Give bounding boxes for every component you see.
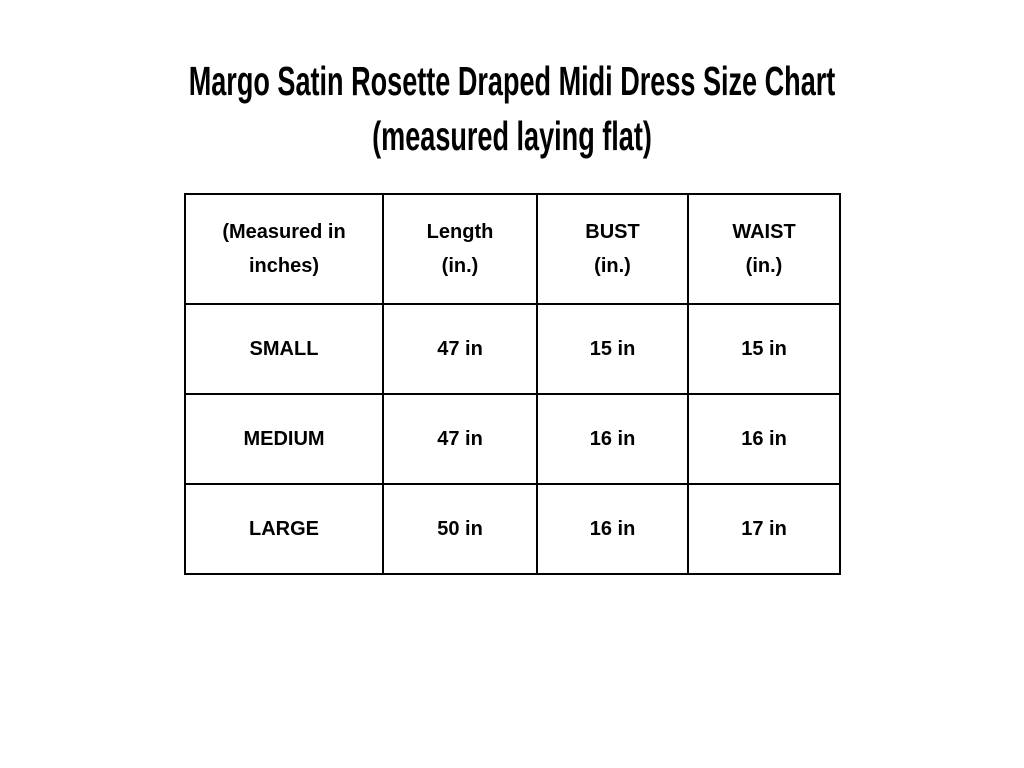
header-bust-line1: BUST [585,221,640,243]
size-cell-large: LARGE [184,483,384,575]
header-waist-line2: (in.) [745,255,783,277]
page-title-line2: (measured laying flat) [372,113,652,159]
table-row-medium: MEDIUM 47 in 16 in 16 in [184,393,841,485]
header-waist: WAIST (in.) [687,193,841,305]
length-cell-large: 50 in [382,483,538,575]
waist-cell-medium: 16 in [687,393,841,485]
size-cell-medium: MEDIUM [184,393,384,485]
table-row-small: SMALL 47 in 15 in 15 in [184,303,841,395]
header-length: Length (in.) [382,193,538,305]
header-waist-line1: WAIST [732,221,796,243]
header-length-line2: (in.) [441,255,479,277]
page-title-line1: Margo Satin Rosette Draped Midi Dress Si… [188,58,836,104]
header-measured-line1: (Measured in [222,221,346,243]
bust-cell-large: 16 in [536,483,689,575]
length-cell-small: 47 in [382,303,538,395]
header-bust-line2: (in.) [594,255,631,277]
page-title: Margo Satin Rosette Draped Midi Dress Si… [174,54,850,164]
table-row-large: LARGE 50 in 16 in 17 in [184,483,841,575]
length-cell-medium: 47 in [382,393,538,485]
header-measured-line2: inches) [248,255,320,277]
size-cell-small: SMALL [184,303,384,395]
size-chart-table: (Measured in inches) Length (in.) BUST (… [184,193,841,575]
header-measured-in-inches: (Measured in inches) [184,193,384,305]
waist-cell-large: 17 in [687,483,841,575]
waist-cell-small: 15 in [687,303,841,395]
bust-cell-medium: 16 in [536,393,689,485]
header-bust: BUST (in.) [536,193,689,305]
bust-cell-small: 15 in [536,303,689,395]
header-length-line1: Length [426,221,494,243]
header-row: (Measured in inches) Length (in.) BUST (… [184,193,841,305]
